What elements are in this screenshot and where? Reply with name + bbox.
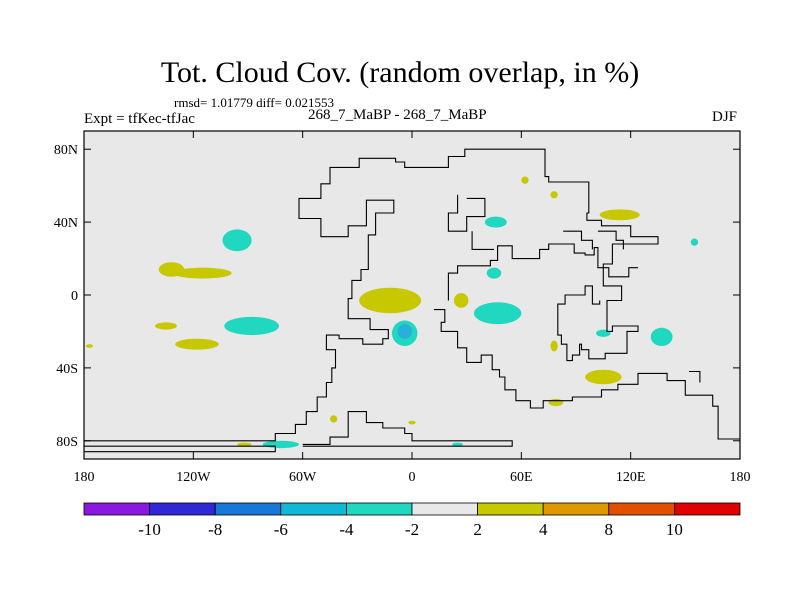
anomaly-patch [175,338,219,350]
colorbar-label: -6 [274,520,288,539]
colorbar-label: -4 [339,520,354,539]
anomaly-patch [484,216,507,228]
anomaly-patch [158,262,185,277]
colorbar-swatch [411,502,478,516]
colorbar-label: 10 [666,520,683,539]
coastline [84,445,276,453]
y-tick-label: 80S [56,435,78,450]
colorbar-swatch [477,502,544,516]
anomaly-patch [85,344,94,348]
colorbar-label: 8 [605,520,614,539]
x-tick-label: 120W [176,470,211,485]
anomaly-patch [173,267,232,279]
plot-title: Tot. Cloud Cov. (random overlap, in %) [160,56,640,89]
anomaly-patch [473,302,522,325]
x-tick-label: 180 [730,470,751,485]
anomaly-patch [262,440,300,449]
colorbar-swatch [280,502,347,516]
anomaly-patch [224,316,279,336]
colorbar-swatch [542,502,610,516]
coastline [84,148,659,442]
anomaly-patch [408,420,416,425]
anomaly-patch [550,340,558,352]
anomaly-patch [548,398,564,407]
anomaly-patch [453,293,469,308]
x-tick-label: 180 [74,470,95,485]
anomaly-patch [222,229,252,252]
x-tick-label: 120E [616,470,646,485]
coastline [447,194,486,232]
x-tick-label: 60W [289,470,317,485]
experiment-label: Expt = tfKec-tfJac [84,111,195,127]
coastline [563,230,593,250]
anomaly-patch [237,442,252,447]
anomaly-patch [690,238,699,246]
colorbar-label: -8 [208,520,222,539]
y-tick-label: 40N [54,216,78,231]
colorbar-swatch [608,502,675,516]
colorbar-label: 4 [539,520,548,539]
coastline [597,230,624,250]
colorbar-label: -10 [138,520,161,539]
y-tick-label: 0 [71,289,78,304]
colorbar-swatch [83,502,150,516]
anomaly-patch [330,415,338,423]
y-tick-label: 40S [56,362,78,377]
anomaly-patch [550,191,558,199]
anomaly-patch [585,369,622,385]
season-label: DJF [712,109,738,125]
anomaly-patch [650,327,673,347]
coastline [447,243,638,301]
coastline [471,231,494,250]
colorbar-label: 2 [473,520,482,539]
colorbar-swatch [674,502,741,516]
colorbar-swatch [214,502,282,516]
anomaly-patch [486,267,502,279]
x-tick-label: 0 [409,470,416,485]
anomaly-patch [397,324,413,339]
anomaly-patch [521,176,529,184]
y-tick-label: 80N [54,143,78,158]
anomaly-patch [596,329,611,337]
x-tick-label: 60E [510,470,533,485]
anomaly-patch [452,442,464,447]
colorbar-swatch [345,502,413,516]
coastline [433,309,740,440]
anomaly-patch [599,209,640,221]
subtitle: 268_7_MaBP - 268_7_MaBP [308,107,487,123]
colorbar-label: -2 [405,520,419,539]
colorbar-swatch [149,502,216,516]
stats-line: rmsd= 1.01779 diff= 0.021553 [174,95,334,110]
coastline [689,370,701,383]
anomaly-patch [359,287,422,314]
anomaly-patch [155,322,177,330]
coastline [302,411,513,447]
